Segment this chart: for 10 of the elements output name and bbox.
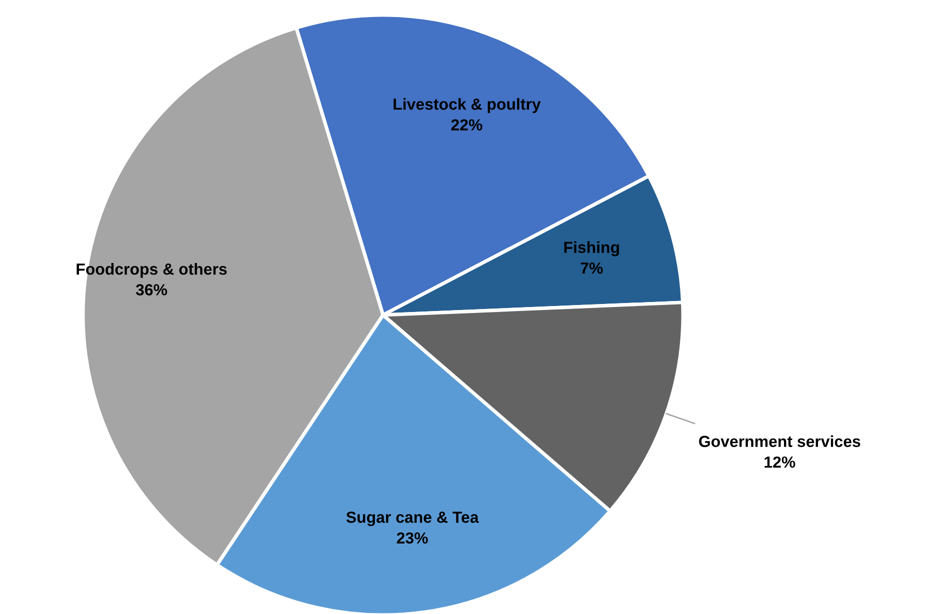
data-label: 12% (764, 456, 796, 468)
data-label: 22% (451, 119, 482, 130)
slice-label: Government services (699, 435, 860, 448)
slice-label: Sugar cane & Tea (346, 512, 479, 526)
data-label: 36% (136, 284, 168, 296)
slice-label: Foodcrops & others (76, 263, 227, 278)
slice-label: Livestock & poultry (394, 98, 541, 113)
data-label: 23% (396, 532, 428, 544)
data-label: 7% (580, 262, 603, 274)
slice-label: Fishing (564, 241, 619, 256)
